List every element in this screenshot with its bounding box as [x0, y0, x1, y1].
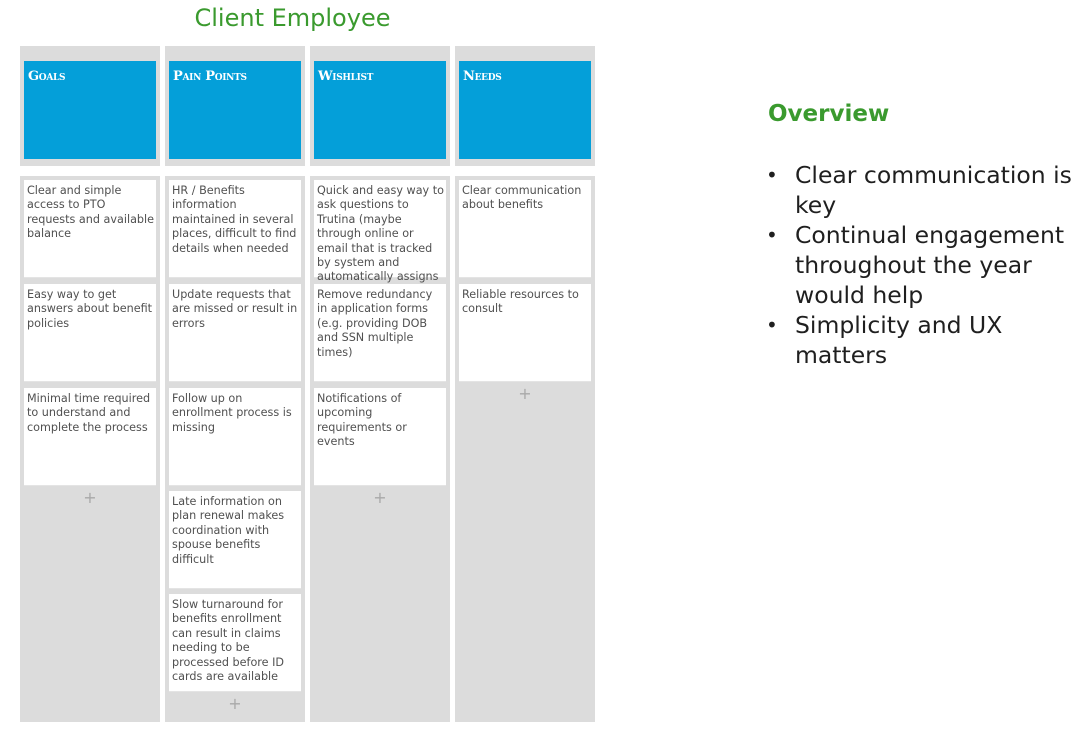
overview-item: • Simplicity and UX matters: [766, 310, 1076, 370]
column-label: Wishlist: [318, 69, 374, 84]
column-header-bar: Wishlist: [310, 46, 450, 166]
card[interactable]: Quick and easy way to ask questions to T…: [314, 180, 446, 283]
add-card-button[interactable]: +: [83, 488, 97, 507]
column-header-pain-points[interactable]: Pain Points: [169, 61, 301, 159]
column-pain-points: Pain Points HR / Benefits information ma…: [165, 46, 305, 722]
card[interactable]: HR / Benefits information maintained in …: [169, 180, 301, 278]
add-card-button[interactable]: +: [228, 694, 242, 713]
column-body: Clear and simple access to PTO requests …: [20, 176, 160, 722]
card[interactable]: Clear communication about benefits: [459, 180, 591, 278]
column-header-needs[interactable]: Needs: [459, 61, 591, 159]
column-header-wishlist[interactable]: Wishlist: [314, 61, 446, 159]
board-title: Client Employee: [194, 4, 391, 32]
overview-item-text: Continual engagement throughout the year…: [795, 221, 1065, 309]
column-goals: Goals Clear and simple access to PTO req…: [20, 46, 160, 722]
overview-item: • Clear communication is key: [766, 160, 1076, 220]
add-card-button[interactable]: +: [518, 384, 532, 403]
add-card-button[interactable]: +: [373, 488, 387, 507]
overview-item-text: Clear communication is key: [795, 161, 1072, 219]
overview-list: • Clear communication is key • Continual…: [766, 160, 1076, 370]
card[interactable]: Easy way to get answers about benefit po…: [24, 284, 156, 382]
card[interactable]: Remove redundancy in application forms (…: [314, 284, 446, 382]
card[interactable]: Late information on plan renewal makes c…: [169, 491, 301, 589]
column-body: HR / Benefits information maintained in …: [165, 176, 305, 722]
overview-title: Overview: [768, 101, 890, 127]
card[interactable]: Reliable resources to consult: [459, 284, 591, 382]
card[interactable]: Clear and simple access to PTO requests …: [24, 180, 156, 278]
overview-item: • Continual engagement throughout the ye…: [766, 220, 1076, 310]
card[interactable]: Notifications of upcoming requirements o…: [314, 388, 446, 486]
column-body: Quick and easy way to ask questions to T…: [310, 176, 450, 722]
overview-item-text: Simplicity and UX matters: [795, 311, 1003, 369]
card[interactable]: Minimal time required to understand and …: [24, 388, 156, 486]
column-header-bar: Pain Points: [165, 46, 305, 166]
bullet-icon: •: [766, 313, 778, 337]
column-needs: Needs Clear communication about benefits…: [455, 46, 595, 722]
column-body: Clear communication about benefits Relia…: [455, 176, 595, 722]
column-label: Pain Points: [173, 69, 247, 84]
card[interactable]: Slow turnaround for benefits enrollment …: [169, 594, 301, 692]
column-header-bar: Goals: [20, 46, 160, 166]
column-label: Needs: [463, 69, 502, 84]
card[interactable]: Update requests that are missed or resul…: [169, 284, 301, 382]
column-label: Goals: [28, 69, 66, 84]
kanban-board: Goals Clear and simple access to PTO req…: [20, 46, 600, 722]
bullet-icon: •: [766, 163, 778, 187]
column-wishlist: Wishlist Quick and easy way to ask quest…: [310, 46, 450, 722]
bullet-icon: •: [766, 223, 778, 247]
column-header-goals[interactable]: Goals: [24, 61, 156, 159]
card[interactable]: Follow up on enrollment process is missi…: [169, 388, 301, 486]
column-header-bar: Needs: [455, 46, 595, 166]
